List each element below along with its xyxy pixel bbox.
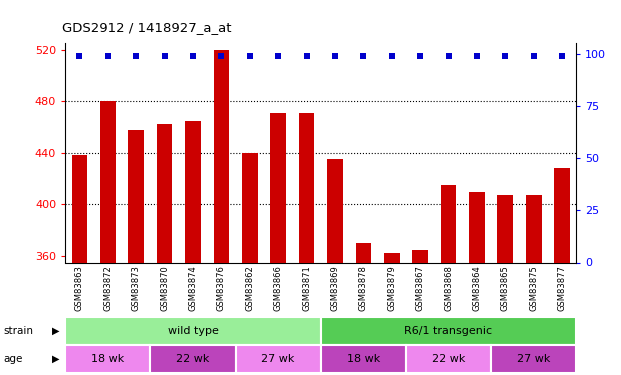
Point — [472, 53, 482, 58]
Bar — [555, 168, 570, 262]
Bar — [526, 195, 542, 262]
Bar — [497, 195, 513, 262]
Bar — [299, 113, 314, 262]
Text: ▶: ▶ — [52, 326, 59, 336]
Bar — [185, 120, 201, 262]
Bar — [406, 345, 491, 373]
Point — [131, 53, 141, 58]
Text: strain: strain — [3, 326, 33, 336]
Point — [358, 53, 368, 58]
Text: 27 wk: 27 wk — [517, 354, 550, 364]
Bar — [100, 101, 116, 262]
Bar — [156, 124, 173, 262]
Bar — [320, 345, 406, 373]
Text: 18 wk: 18 wk — [347, 354, 380, 364]
Bar — [129, 130, 144, 262]
Bar — [384, 254, 399, 262]
Point — [387, 53, 397, 58]
Point — [75, 53, 84, 58]
Bar — [469, 192, 485, 262]
Point — [103, 53, 113, 58]
Bar — [214, 50, 229, 262]
Bar — [356, 243, 371, 262]
Text: 22 wk: 22 wk — [176, 354, 210, 364]
Bar — [441, 185, 456, 262]
Point — [302, 53, 312, 58]
Bar — [65, 317, 320, 345]
Bar — [235, 345, 320, 373]
Point — [501, 53, 510, 58]
Point — [443, 53, 453, 58]
Text: ▶: ▶ — [52, 354, 59, 364]
Text: GDS2912 / 1418927_a_at: GDS2912 / 1418927_a_at — [62, 21, 232, 34]
Point — [557, 53, 567, 58]
Point — [245, 53, 255, 58]
Point — [188, 53, 198, 58]
Bar — [327, 159, 343, 262]
Bar — [491, 345, 576, 373]
Bar — [65, 345, 150, 373]
Text: 27 wk: 27 wk — [261, 354, 295, 364]
Bar — [242, 153, 258, 262]
Bar — [71, 155, 87, 262]
Bar — [412, 250, 428, 262]
Text: 18 wk: 18 wk — [91, 354, 124, 364]
Point — [273, 53, 283, 58]
Point — [415, 53, 425, 58]
Point — [160, 53, 170, 58]
Point — [330, 53, 340, 58]
Text: wild type: wild type — [168, 326, 219, 336]
Text: R6/1 transgenic: R6/1 transgenic — [404, 326, 492, 336]
Bar — [150, 345, 235, 373]
Bar — [320, 317, 576, 345]
Text: 22 wk: 22 wk — [432, 354, 465, 364]
Text: age: age — [3, 354, 22, 364]
Bar — [270, 113, 286, 262]
Point — [216, 53, 226, 58]
Point — [528, 53, 538, 58]
